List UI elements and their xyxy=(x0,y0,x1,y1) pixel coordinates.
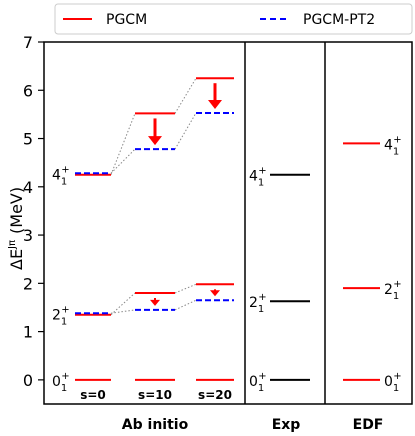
connector-4+-1-1 xyxy=(174,112,197,150)
axes-box xyxy=(43,41,413,405)
column-labels: s=0 s=10 s=20 xyxy=(80,388,232,402)
connector-lines xyxy=(110,77,197,316)
state-labels: 01+ 21+ 41+ 01+ 21+ 41+ 01+ 21+ 41+ xyxy=(52,134,402,394)
y-tick-label-6: 6 xyxy=(23,81,33,100)
connector-2+-0-0 xyxy=(110,292,136,316)
arrow-head-2+-col1 xyxy=(150,299,160,306)
connector-4+-1-0 xyxy=(110,148,136,174)
y-tick-label-5: 5 xyxy=(23,130,33,149)
y-tick-label-1: 1 xyxy=(23,323,33,342)
connector-2+-0-1 xyxy=(174,283,197,294)
legend-label-pgcm: PGCM xyxy=(106,12,147,28)
legend-label-pgcm-pt2: PGCM-PT2 xyxy=(303,12,375,28)
state-label-exp-4: 41+ xyxy=(249,166,267,189)
y-axis-title-main: ΔE xyxy=(7,249,26,270)
state-label-abinitio-4: 41+ xyxy=(52,164,70,187)
col-label-s20: s=20 xyxy=(198,388,232,402)
state-label-edf-2: 21+ xyxy=(384,279,402,302)
legend: PGCM PGCM-PT2 xyxy=(54,3,413,35)
connector-2+-1-0 xyxy=(110,309,136,314)
shift-arrows xyxy=(148,83,222,306)
level-bars xyxy=(75,77,380,381)
y-axis-title: ΔEJπ (MeV) xyxy=(7,187,26,270)
connector-4+-0-1 xyxy=(174,77,197,114)
panel-label-edf: EDF xyxy=(353,417,384,433)
state-label-edf-0: 01+ xyxy=(384,371,402,394)
panel-labels: Ab initio Exp EDF xyxy=(122,417,384,433)
arrow-head-4+-col2 xyxy=(208,99,222,109)
y-axis: 0 1 2 3 4 5 6 7 xyxy=(23,33,44,390)
y-axis-title-unit: (MeV) xyxy=(7,187,26,234)
y-tick-label-0: 0 xyxy=(23,371,33,390)
y-tick-label-2: 2 xyxy=(23,274,33,293)
y-axis-title-sup: Jπ xyxy=(7,240,18,250)
state-label-abinitio-2: 21+ xyxy=(52,304,70,327)
state-label-exp-2: 21+ xyxy=(249,292,267,315)
panel-label-exp: Exp xyxy=(272,417,301,433)
state-label-abinitio-0: 01+ xyxy=(52,371,70,394)
arrow-head-2+-col2 xyxy=(210,290,220,297)
state-label-exp-0: 01+ xyxy=(249,371,267,394)
state-label-edf-4: 41+ xyxy=(384,134,402,157)
connector-2+-1-1 xyxy=(174,299,197,311)
col-label-s0: s=0 xyxy=(80,388,106,402)
plot-frame xyxy=(43,41,413,405)
y-tick-label-3: 3 xyxy=(23,226,33,245)
col-label-s10: s=10 xyxy=(138,388,172,402)
panel-label-ab-initio: Ab initio xyxy=(122,417,189,433)
y-tick-label-4: 4 xyxy=(23,178,33,197)
legend-frame xyxy=(54,3,413,35)
connector-4+-0-0 xyxy=(110,113,136,175)
y-tick-label-7: 7 xyxy=(23,33,33,52)
arrow-head-4+-col1 xyxy=(148,136,162,146)
